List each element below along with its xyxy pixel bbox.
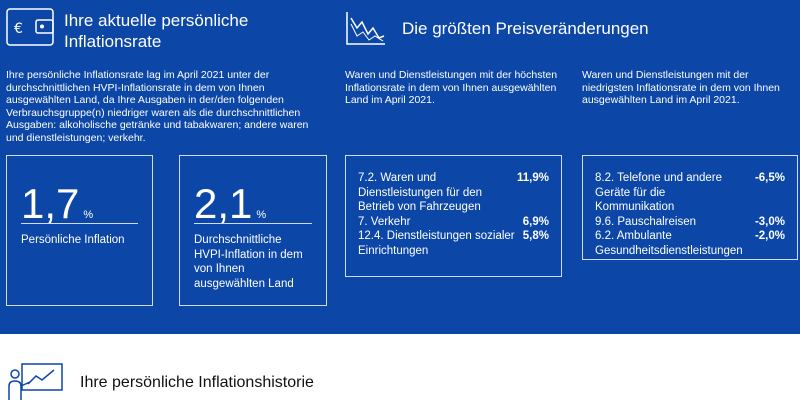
- divider: [21, 223, 138, 224]
- rate-label: Durchschnittliche HVPI-Inflation in dem …: [194, 234, 303, 290]
- rate-card: 1,7% Persönliche Inflation: [6, 155, 153, 306]
- svg-text:€: €: [14, 21, 23, 37]
- presentation-icon: [8, 363, 63, 400]
- section-title: Ihre aktuelle persönliche Inflationsrate: [64, 11, 249, 51]
- list-row: 8.2. Telefone und andere Geräte für die …: [595, 171, 785, 215]
- item-name: 7.2. Waren und Dienstleistungen für den …: [358, 172, 483, 213]
- description: Ihre persönliche Inflationsrate lag im A…: [6, 69, 309, 144]
- wallet-icon: €: [6, 8, 54, 46]
- item-name: 8.2. Telefone und andere Geräte für die …: [595, 172, 723, 213]
- item-value: 11,9%: [517, 172, 549, 184]
- item-value: 6,9%: [522, 215, 549, 228]
- item-value: -2,0%: [754, 230, 785, 242]
- section-title: Ihre persönliche Inflationshistorie: [80, 374, 314, 391]
- chart-icon: [346, 12, 385, 45]
- item-name: 6.2. Ambulante Gesundheitsdienstleistung…: [595, 230, 743, 257]
- rate-number: 1,7: [21, 180, 80, 227]
- rate-card: 2,1% Durchschnittliche HVPI-Inflation in…: [179, 155, 327, 306]
- rate-unit: %: [83, 209, 94, 221]
- item-name: 7. Verkehr: [358, 215, 411, 228]
- item-value: 5,8%: [522, 230, 549, 242]
- list-row: 7. Verkehr 6,9%: [358, 215, 549, 230]
- summary-panel: € Ihre aktuelle persönliche Inflationsra…: [0, 0, 800, 334]
- item-name: 12.4. Dienstleistungen sozialer Einricht…: [358, 230, 515, 257]
- item-value: -3,0%: [754, 215, 785, 228]
- list-row: 7.2. Waren und Dienstleistungen für den …: [358, 171, 549, 215]
- rate-unit: %: [256, 209, 267, 221]
- rate-number: 2,1: [194, 180, 253, 227]
- list-row: 6.2. Ambulante Gesundheitsdienstleistung…: [595, 229, 785, 258]
- list-row: 9.6. Pauschalreisen -3,0%: [595, 215, 785, 230]
- item-value: -6,5%: [754, 172, 785, 184]
- item-name: 9.6. Pauschalreisen: [595, 215, 697, 228]
- highest-list: 7.2. Waren und Dienstleistungen für den …: [345, 155, 562, 277]
- rate-value: 1,7%: [21, 180, 93, 228]
- rate-value: 2,1%: [194, 180, 266, 228]
- rate-label: Persönliche Inflation: [21, 234, 125, 246]
- lowest-list: 8.2. Telefone und andere Geräte für die …: [582, 155, 798, 260]
- description: Waren und Dienstleistungen mit der niedr…: [582, 69, 780, 107]
- description: Waren und Dienstleistungen mit der höchs…: [345, 69, 558, 107]
- section-title: Die größten Preisveränderungen: [402, 19, 649, 38]
- list-row: 12.4. Dienstleistungen sozialer Einricht…: [358, 229, 549, 258]
- divider: [194, 223, 312, 224]
